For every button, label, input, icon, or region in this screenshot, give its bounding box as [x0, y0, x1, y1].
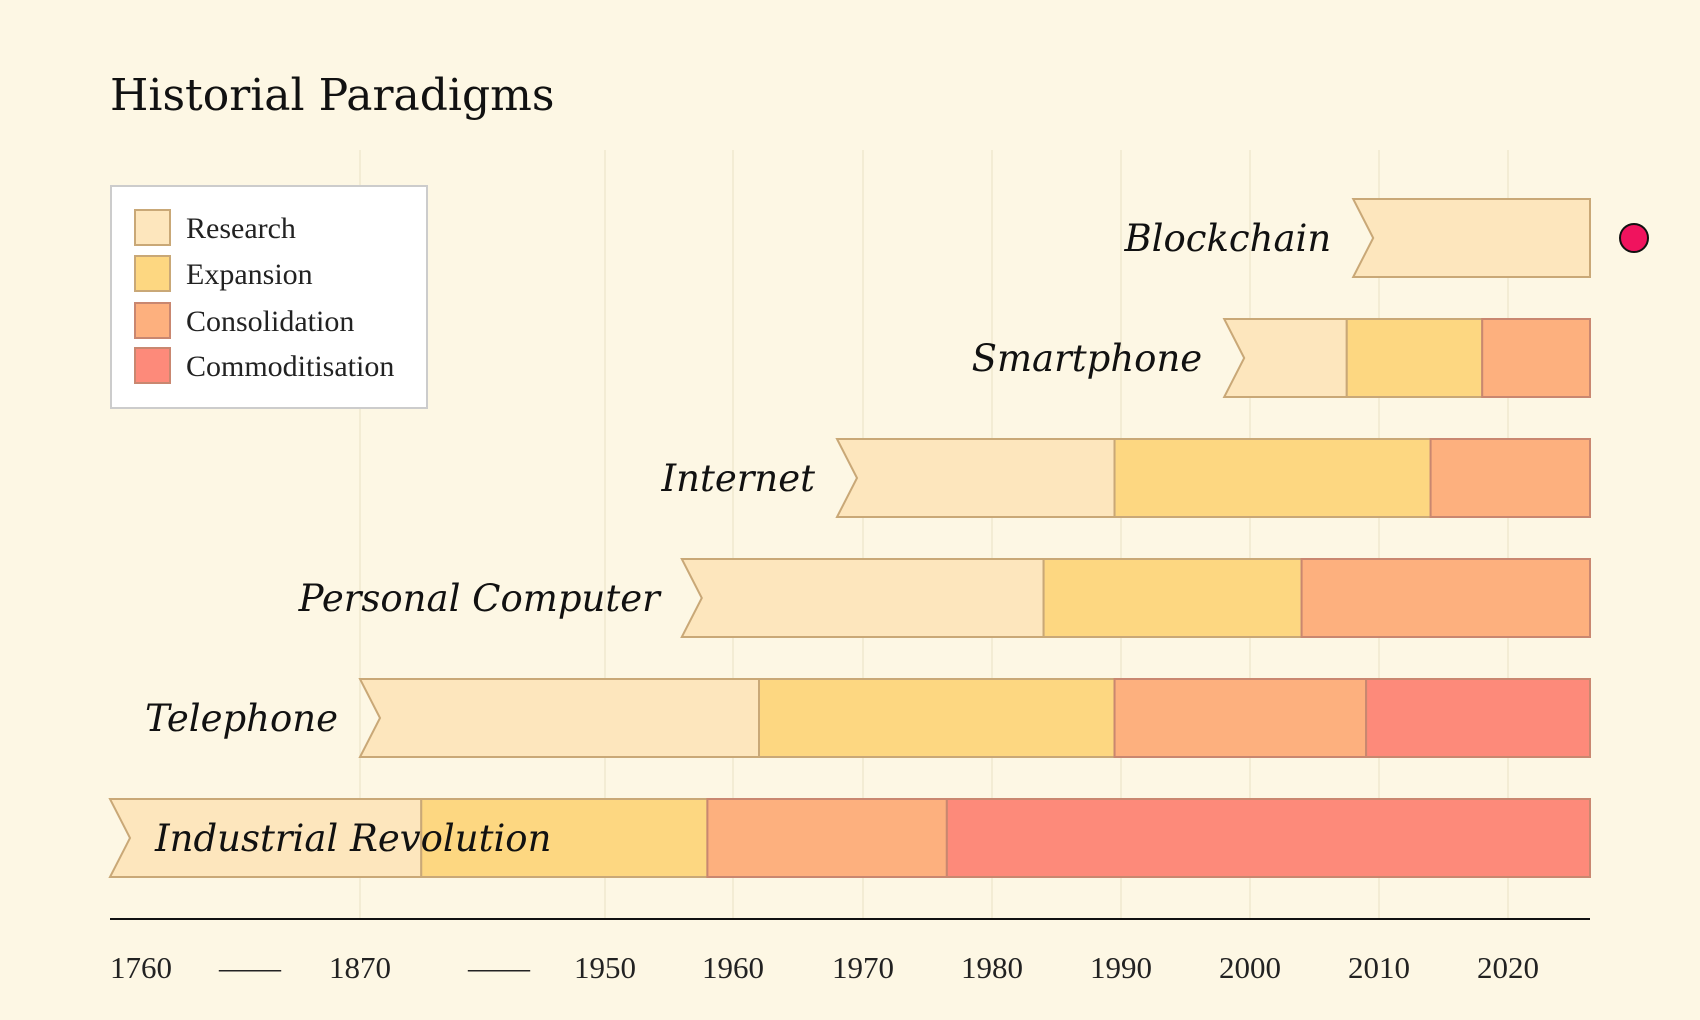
- row-label: Blockchain: [1123, 217, 1331, 260]
- legend-label: Consolidation: [186, 305, 354, 338]
- row-label: Smartphone: [972, 337, 1203, 380]
- bar-segment-expansion: [1042, 558, 1303, 638]
- legend-swatch: [134, 347, 171, 384]
- x-tick-label: 1990: [1090, 950, 1152, 985]
- legend-swatch: [134, 302, 171, 339]
- bar-segment-consolidation: [706, 798, 948, 878]
- x-tick-label: 1950: [574, 950, 636, 985]
- bar-segment-expansion: [420, 798, 709, 878]
- x-tick-label: 2000: [1219, 950, 1281, 985]
- status-dot-marker: [1619, 223, 1649, 253]
- bar-segment-consolidation: [1300, 558, 1591, 638]
- timeline-bars: [108, 198, 1591, 878]
- x-tick-label: 1960: [702, 950, 764, 985]
- legend-label: Commoditisation: [186, 350, 394, 383]
- bar-segment-research: [1222, 318, 1348, 398]
- bar-segment-expansion: [758, 678, 1116, 758]
- row-label: Personal Computer: [298, 577, 663, 620]
- bar-segment-consolidation: [1429, 438, 1591, 518]
- bar-segment-commoditisation: [1365, 678, 1591, 758]
- x-tick-label: 1760: [110, 950, 172, 985]
- bar-segment-expansion: [1345, 318, 1484, 398]
- x-tick-label: 2020: [1477, 950, 1539, 985]
- legend: Research Expansion Consolidation Commoditis…: [110, 185, 428, 409]
- row-label: Internet: [661, 457, 816, 500]
- gridlines: [359, 150, 1509, 919]
- legend-label: Expansion: [186, 258, 313, 291]
- bar-segment-consolidation: [1481, 318, 1591, 398]
- bar-segment-research: [108, 798, 423, 878]
- x-axis-ticks: 1760 —— 1870 —— 1950 1960 1970 1980 1990 2000 2010…: [110, 950, 1539, 985]
- x-tick-label: 1870: [329, 950, 391, 985]
- chart-title: Historial Paradigms: [110, 70, 554, 121]
- x-tick-label: 1970: [832, 950, 894, 985]
- bar-segment-consolidation: [1113, 678, 1368, 758]
- bar-segment-research: [358, 678, 760, 758]
- bar-segment-research: [1351, 198, 1591, 278]
- legend-swatch: [134, 209, 171, 246]
- bar-segment-research: [680, 558, 1045, 638]
- bar-segment-expansion: [1113, 438, 1432, 518]
- row-labels: Blockchain Smartphone Internet Personal Com…: [145, 217, 1331, 860]
- x-tick-ellipsis: ——: [467, 950, 531, 985]
- bar-segment-research: [835, 438, 1116, 518]
- x-tick-label: 1980: [961, 950, 1023, 985]
- row-label: Industrial Revolution: [154, 817, 551, 860]
- x-tick-ellipsis: ——: [218, 950, 282, 985]
- x-tick-label: 2010: [1348, 950, 1410, 985]
- legend-label: Research: [186, 212, 296, 245]
- row-label: Telephone: [145, 697, 338, 740]
- bar-segment-commoditisation: [945, 798, 1591, 878]
- legend-swatch: [134, 255, 171, 292]
